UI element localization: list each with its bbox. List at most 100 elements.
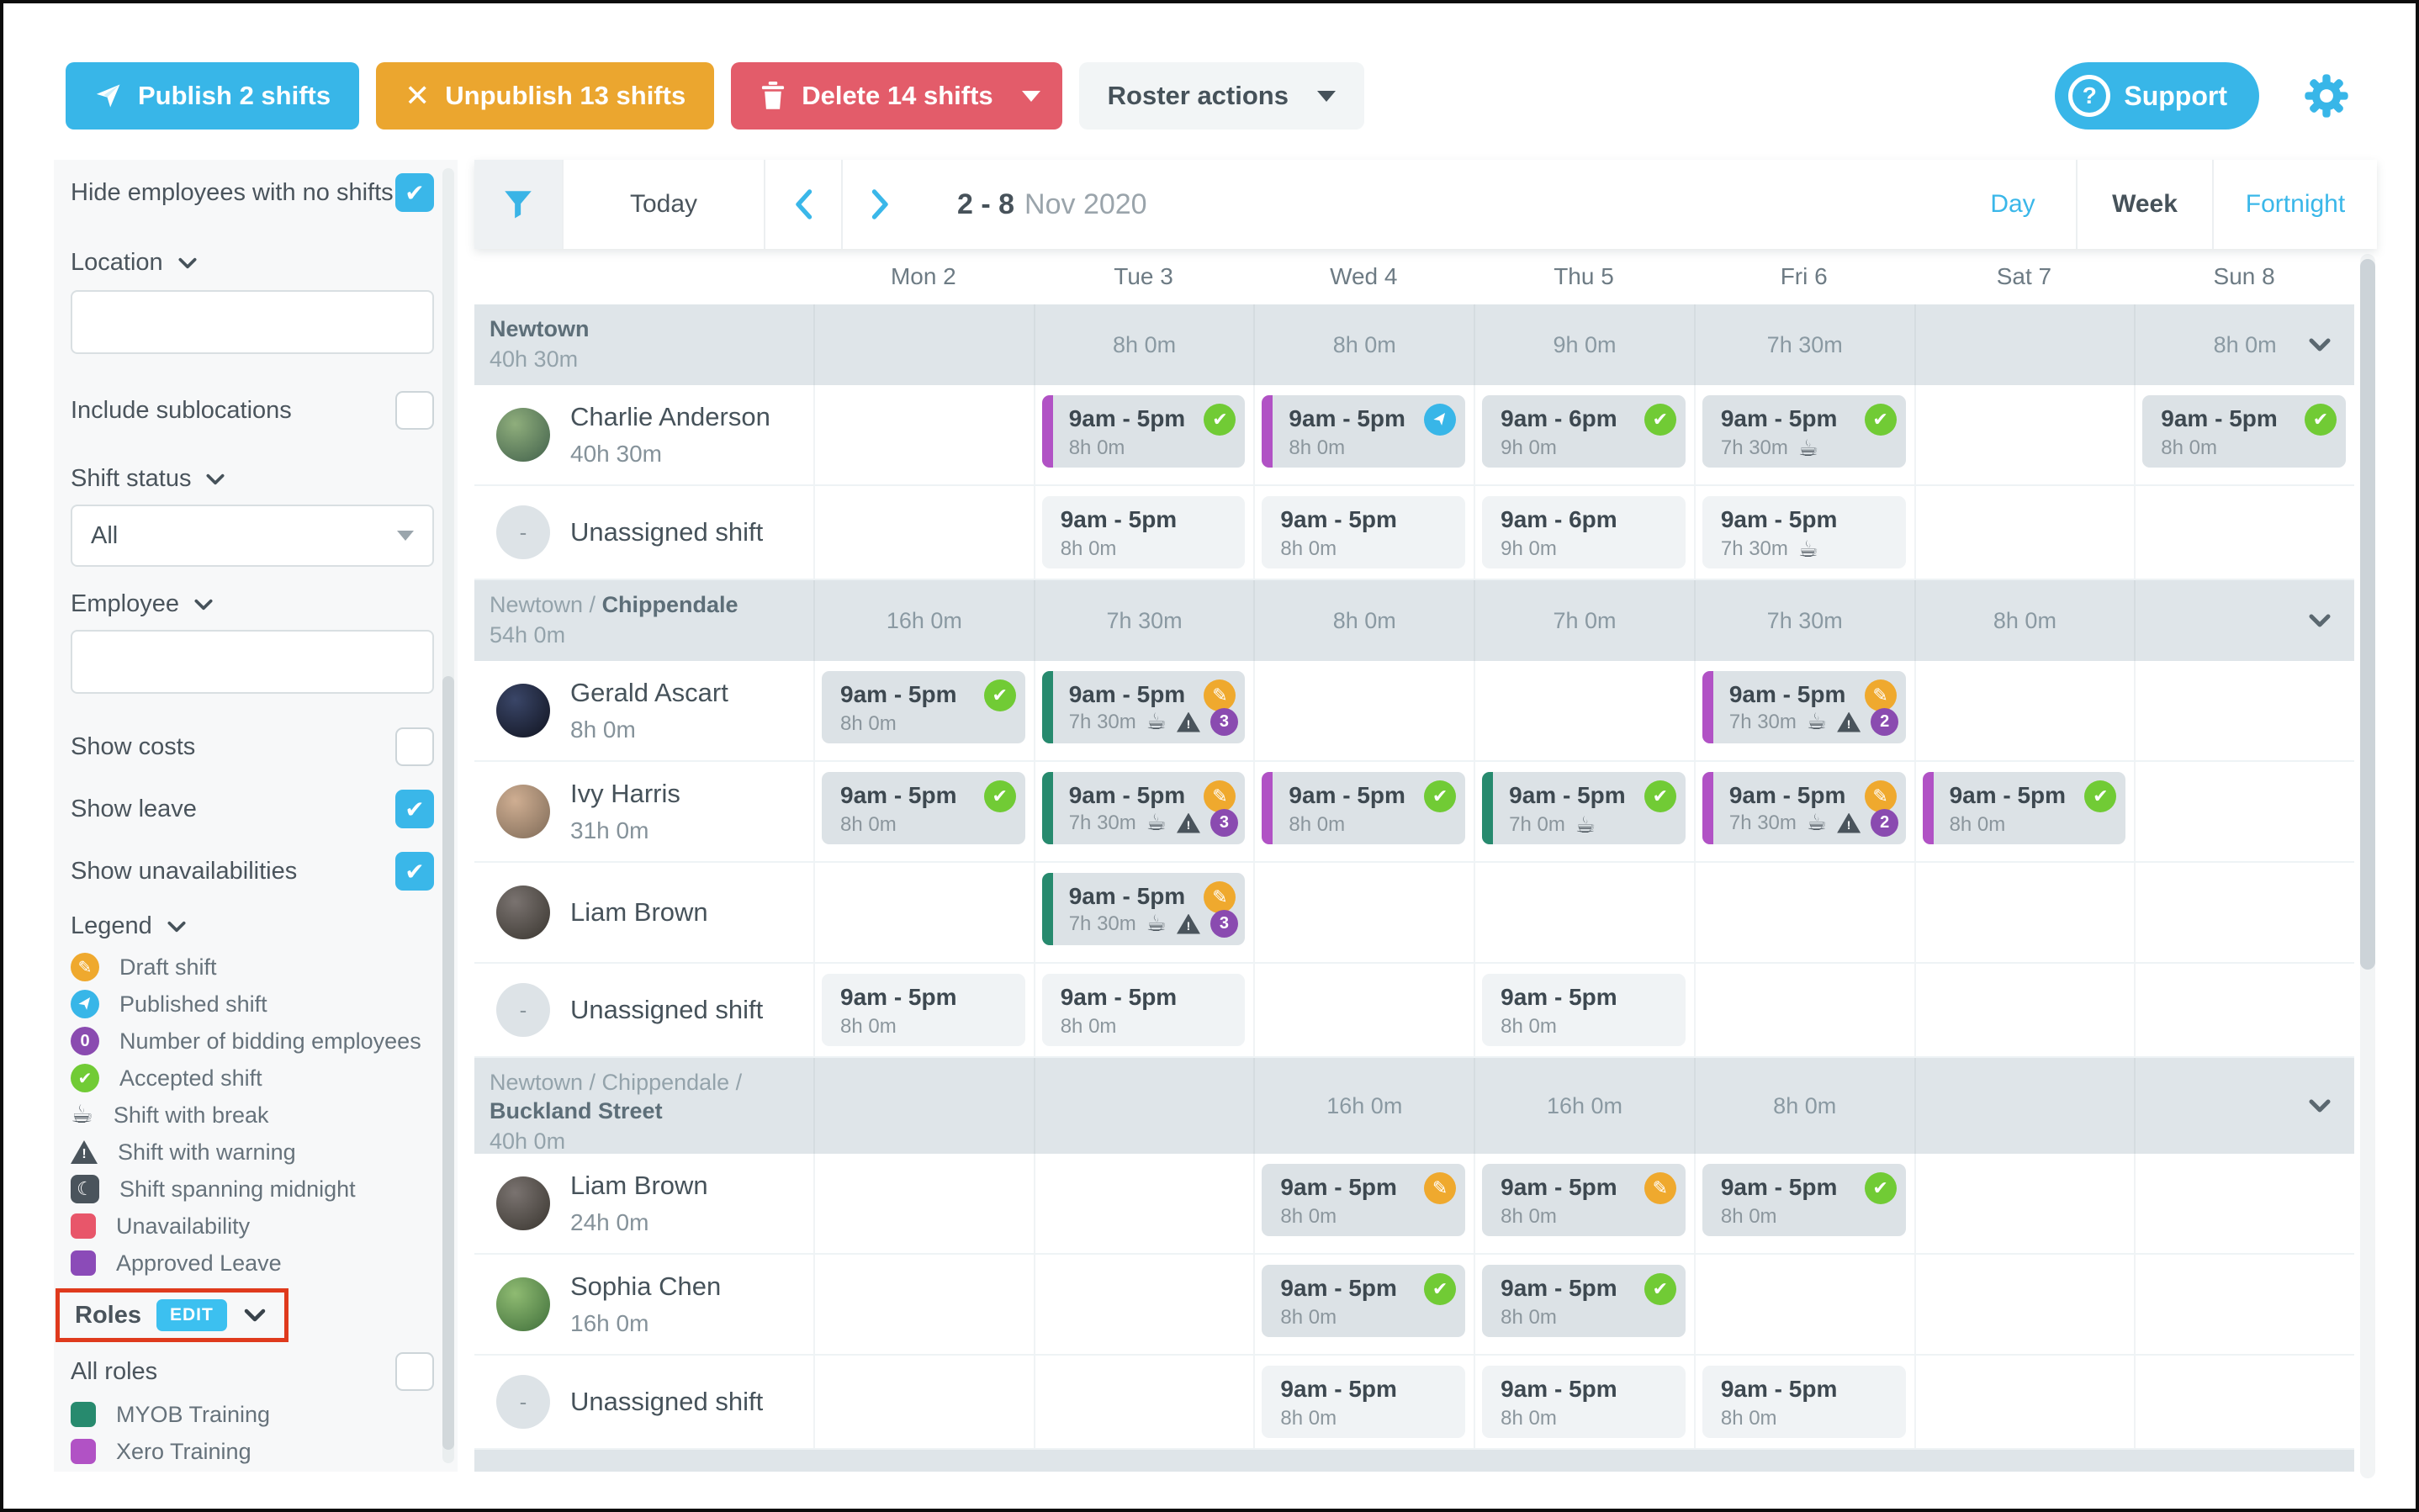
day-cell[interactable]: 9am - 5pm 8h 0m <box>1474 964 1694 1056</box>
next-week-button[interactable] <box>841 160 918 249</box>
view-tab-fortnight[interactable]: Fortnight <box>2212 160 2377 249</box>
sidebar-scrollbar-thumb[interactable] <box>442 676 454 1450</box>
shift-card[interactable]: 9am - 5pm ✎ 7h 30m ☕! 2 <box>1702 772 1906 844</box>
show-unavailabilities-checkbox[interactable]: ✔ <box>395 852 434 891</box>
day-cell[interactable]: 9am - 5pm ✔ 8h 0m <box>1253 762 1474 861</box>
day-cell[interactable] <box>2134 964 2354 1056</box>
day-cell[interactable] <box>1913 1255 2135 1354</box>
shift-card[interactable]: 9am - 5pm 8h 0m <box>1041 496 1246 568</box>
day-cell[interactable]: 9am - 5pm ✔ 8h 0m <box>1693 1154 1914 1253</box>
previous-week-button[interactable] <box>764 160 841 249</box>
chevron-down-icon[interactable] <box>242 1303 267 1328</box>
shift-card[interactable]: 9am - 5pm 8h 0m <box>1262 496 1466 568</box>
day-cell[interactable]: 9am - 5pm 8h 0m <box>1474 1356 1694 1448</box>
day-cell[interactable] <box>1913 661 2135 760</box>
day-cell[interactable]: 9am - 5pm 8h 0m <box>1253 486 1474 579</box>
day-cell[interactable] <box>813 385 1034 484</box>
day-cell[interactable] <box>1913 964 2135 1056</box>
day-cell[interactable] <box>2134 762 2354 861</box>
shift-card[interactable]: 9am - 5pm ✔ 8h 0m <box>1702 1164 1906 1236</box>
chevron-down-icon[interactable] <box>177 252 198 274</box>
day-cell[interactable] <box>2134 1154 2354 1253</box>
include-sublocations-checkbox[interactable] <box>395 391 434 430</box>
day-cell[interactable]: 9am - 5pm ✔ 7h 30m ☕ <box>1693 385 1914 484</box>
day-cell[interactable]: 9am - 5pm ✎ 7h 30m ☕! 3 <box>1033 762 1254 861</box>
shift-card[interactable]: 9am - 5pm ✎ 7h 30m ☕! 3 <box>1041 873 1246 945</box>
support-button[interactable]: ? Support <box>2055 62 2259 130</box>
roles-edit-button[interactable]: EDIT <box>156 1299 227 1331</box>
day-cell[interactable] <box>1913 1356 2135 1448</box>
day-cell[interactable] <box>2134 1255 2354 1354</box>
day-cell[interactable]: 9am - 5pm ✔ 8h 0m <box>813 762 1034 861</box>
day-cell[interactable] <box>813 1154 1034 1253</box>
view-tab-day[interactable]: Day <box>1990 190 2035 218</box>
day-cell[interactable]: 9am - 6pm 9h 0m <box>1474 486 1694 579</box>
day-cell[interactable] <box>813 863 1034 962</box>
gear-icon[interactable] <box>2303 72 2350 119</box>
shift-card[interactable]: 9am - 5pm 8h 0m <box>1482 974 1686 1046</box>
day-cell[interactable]: 9am - 5pm ✔ 8h 0m <box>1253 1255 1474 1354</box>
day-cell[interactable]: 9am - 5pm 8h 0m <box>1033 964 1254 1056</box>
shift-card[interactable]: 9am - 5pm ✔ 7h 30m ☕ <box>1702 395 1906 468</box>
shift-card[interactable]: 9am - 5pm 8h 0m <box>1262 1366 1466 1438</box>
day-cell[interactable]: 9am - 5pm ✔ 8h 0m <box>2134 385 2354 484</box>
shift-card[interactable]: 9am - 5pm 7h 30m ☕ <box>1702 496 1906 568</box>
day-cell[interactable] <box>1913 1154 2135 1253</box>
day-cell[interactable] <box>1913 385 2135 484</box>
day-cell[interactable] <box>813 486 1034 579</box>
chevron-down-icon[interactable] <box>193 594 214 616</box>
shift-card[interactable]: 9am - 5pm ✎ 7h 30m ☕! 3 <box>1041 671 1246 743</box>
unpublish-shifts-button[interactable]: ✕ Unpublish 13 shifts <box>376 62 715 130</box>
shift-card[interactable]: 9am - 5pm ✎ 8h 0m <box>1482 1164 1686 1236</box>
shift-card[interactable]: 9am - 5pm ✔ 8h 0m <box>1041 395 1246 468</box>
day-cell[interactable]: 9am - 5pm ✎ 7h 30m ☕! 3 <box>1033 863 1254 962</box>
day-cell[interactable] <box>1913 863 2135 962</box>
day-cell[interactable]: 9am - 5pm ✎ 8h 0m <box>1253 1154 1474 1253</box>
day-cell[interactable]: 9am - 5pm ✔ 8h 0m <box>1033 385 1254 484</box>
day-cell[interactable]: 9am - 5pm ✎ 8h 0m <box>1474 1154 1694 1253</box>
show-costs-checkbox[interactable] <box>395 727 434 766</box>
shift-card[interactable]: 9am - 5pm ✔ 8h 0m <box>1482 1265 1686 1337</box>
day-cell[interactable]: 9am - 5pm 7h 30m ☕ <box>1693 486 1914 579</box>
day-cell[interactable] <box>1253 661 1474 760</box>
calendar-scrollbar-thumb[interactable] <box>2360 259 2375 970</box>
shift-card[interactable]: 9am - 5pm ✔ 8h 0m <box>1262 772 1466 844</box>
role-item[interactable]: Xero Training <box>71 1433 434 1470</box>
shift-card[interactable]: 9am - 6pm 9h 0m <box>1482 496 1686 568</box>
day-cell[interactable] <box>1253 964 1474 1056</box>
shift-card[interactable]: 9am - 5pm ✎ 7h 30m ☕! 3 <box>1041 772 1246 844</box>
location-input[interactable] <box>71 290 434 354</box>
day-cell[interactable] <box>1693 964 1914 1056</box>
shift-card[interactable]: 9am - 5pm ✎ 7h 30m ☕! 2 <box>1702 671 1906 743</box>
publish-shifts-button[interactable]: Publish 2 shifts <box>66 62 360 130</box>
shift-card[interactable]: 9am - 5pm ✔ 8h 0m <box>822 772 1025 844</box>
shift-status-select[interactable]: All <box>71 505 434 567</box>
delete-shifts-button[interactable]: Delete 14 shifts <box>731 62 1062 130</box>
collapse-group-button[interactable] <box>2307 1093 2332 1118</box>
day-cell[interactable]: 9am - 5pm 8h 0m <box>1033 486 1254 579</box>
shift-card[interactable]: 9am - 5pm 8h 0m <box>1482 1366 1686 1438</box>
day-cell[interactable]: 9am - 5pm 8h 0m <box>1693 1356 1914 1448</box>
day-cell[interactable] <box>1033 1255 1254 1354</box>
day-cell[interactable]: 9am - 5pm ✔ 8h 0m <box>813 661 1034 760</box>
filter-button[interactable] <box>474 160 562 249</box>
shift-card[interactable]: 9am - 5pm ✔ 8h 0m <box>1262 1265 1466 1337</box>
chevron-down-icon[interactable] <box>1021 90 1040 102</box>
day-cell[interactable] <box>2134 1356 2354 1448</box>
all-roles-checkbox[interactable] <box>395 1352 434 1391</box>
collapse-group-button[interactable] <box>2307 332 2332 357</box>
day-cell[interactable] <box>1033 1154 1254 1253</box>
day-cell[interactable]: 9am - 5pm ✎ 7h 30m ☕! 3 <box>1033 661 1254 760</box>
day-cell[interactable] <box>2134 863 2354 962</box>
day-cell[interactable] <box>2134 486 2354 579</box>
view-tab-week[interactable]: Week <box>2076 160 2212 249</box>
show-leave-checkbox[interactable]: ✔ <box>395 790 434 828</box>
day-cell[interactable] <box>1913 486 2135 579</box>
shift-card[interactable]: 9am - 5pm 8h 0m <box>822 974 1025 1046</box>
day-cell[interactable] <box>813 1255 1034 1354</box>
role-item[interactable]: MYOB Training <box>71 1396 434 1433</box>
day-cell[interactable]: 9am - 6pm ✔ 9h 0m <box>1474 385 1694 484</box>
shift-card[interactable]: 9am - 5pm ✎ 8h 0m <box>1262 1164 1466 1236</box>
shift-card[interactable]: 9am - 5pm 8h 0m <box>1262 395 1466 468</box>
employee-input[interactable] <box>71 630 434 694</box>
